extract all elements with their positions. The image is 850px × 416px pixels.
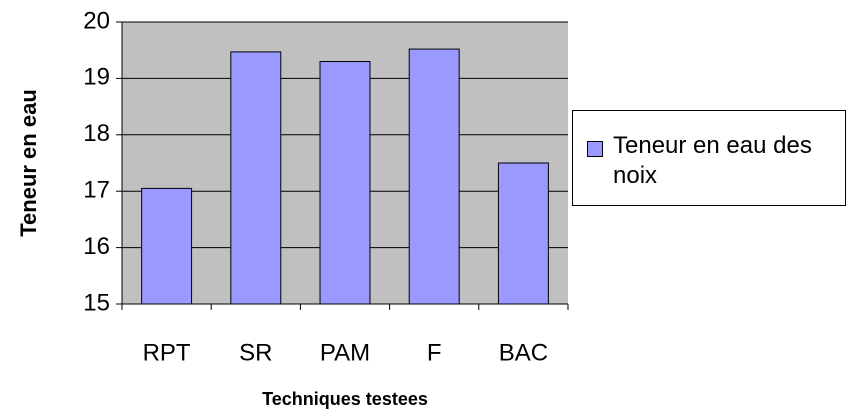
- y-tick-label: 19: [83, 64, 110, 91]
- y-tick-label: 20: [83, 7, 110, 34]
- y-tick-label: 15: [83, 289, 110, 316]
- x-tick-label: F: [427, 339, 442, 366]
- y-axis-title: Teneur en eau: [16, 89, 41, 237]
- legend-swatch: [587, 141, 603, 157]
- bar: [141, 187, 193, 305]
- bar: [230, 51, 282, 305]
- y-tick-label: 16: [83, 233, 110, 260]
- legend-label: Teneur en eau des noix: [613, 132, 812, 189]
- x-tick-label: BAC: [499, 339, 548, 366]
- x-tick-label: SR: [239, 339, 272, 366]
- bar: [319, 60, 371, 305]
- x-tick-label: PAM: [320, 339, 370, 366]
- legend: Teneur en eau des noix: [572, 110, 846, 206]
- bar: [497, 162, 549, 305]
- y-tick-label: 17: [83, 177, 110, 204]
- bar: [408, 48, 460, 305]
- x-tick-label: RPT: [143, 339, 191, 366]
- x-axis-title: Techniques testees: [262, 389, 428, 409]
- y-tick-label: 18: [83, 120, 110, 147]
